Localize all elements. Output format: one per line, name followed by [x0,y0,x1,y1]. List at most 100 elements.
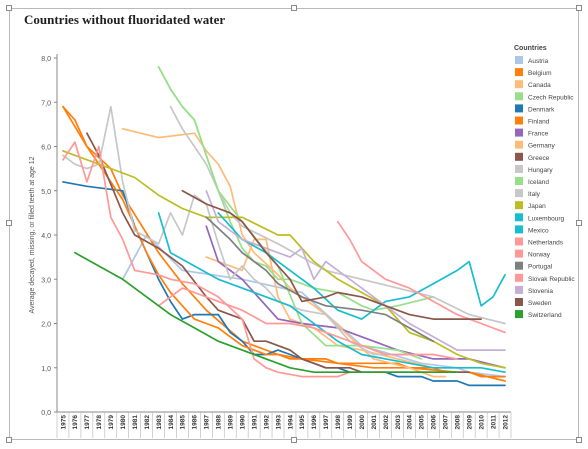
x-tick-label: 2006 [431,415,438,430]
y-tick-label: 0,0 [41,410,51,417]
x-tick-label: 1990 [239,415,246,430]
x-tick-label: 2008 [455,415,462,430]
series-line-portugal [205,216,435,343]
y-tick-label: 4,0 [41,233,51,240]
x-tick-label: 1994 [287,415,294,430]
x-tick-label: 1981 [132,415,139,430]
y-tick-label: 8,0 [41,56,51,63]
series-line-norway [157,287,459,360]
resize-handle-top-right[interactable] [576,5,582,11]
y-axis-label: Average decayed, missing, or filled teet… [29,156,36,313]
legend-label: Netherlands [528,240,564,247]
resize-handle-bottom-left[interactable] [6,437,12,443]
legend-label: Norway [528,252,551,259]
x-tick-label: 1996 [311,415,318,430]
legend-label: Portugal [528,264,553,271]
legend-label: Denmark [528,106,555,113]
resize-handle-bottom-right[interactable] [576,437,582,443]
resize-handle-middle-right[interactable] [576,220,582,226]
legend-swatch [515,213,523,222]
legend-swatch [515,80,523,89]
x-tick-label: 1982 [144,415,151,430]
legend-label: Iceland [528,179,549,186]
legend-swatch [515,201,523,210]
resize-handle-top-left[interactable] [6,5,12,11]
legend-swatch [515,237,523,246]
x-tick-label: 1975 [60,415,67,430]
legend-swatch [515,116,523,125]
legend-swatch [515,285,523,294]
legend-swatch [515,164,523,173]
series-line-finland [62,105,506,378]
series-line-switzerland [74,251,459,374]
legend-label: Belgium [528,70,551,77]
legend-swatch [515,152,523,161]
legend-swatch [515,189,523,198]
x-tick-label: 1993 [275,415,282,430]
x-tick-label: 1997 [323,415,330,430]
x-tick-label: 1999 [347,415,354,430]
series-line-netherlands [62,141,351,378]
legend-label: Slovenia [528,288,553,295]
legend-label: Hungary [528,167,553,174]
legend-swatch [515,56,523,64]
legend-label: Switzerland [528,312,562,319]
resize-handle-top-center[interactable] [291,5,297,11]
chart-axes: 0,0 1,0 2,0 3,0 4,0 5,0 6,0 7,0 8,0 Average decay… [29,54,512,438]
x-tick-label: 2000 [359,415,366,430]
x-tick-label: 1980 [120,415,127,430]
y-tick-label: 7,0 [41,100,51,107]
x-tick-label: 2011 [490,415,497,429]
legend-label: Canada [528,82,551,89]
x-tick-label: 1986 [192,415,199,430]
y-tick-label: 3,0 [41,277,51,284]
x-tick-label: 2004 [407,415,414,430]
legend-swatch [515,249,523,258]
x-tick-label: 1978 [96,415,103,430]
legend-label: Austria [528,58,549,65]
y-tick-label: 2,0 [41,322,51,329]
x-tick-label: 1992 [263,415,270,430]
legend-swatch [515,140,523,149]
legend-swatch [515,298,523,306]
resize-handle-middle-left[interactable] [6,220,12,226]
x-tick-label: 2012 [502,415,509,430]
legend-swatch [515,104,523,113]
legend-label: Finland [528,119,550,126]
x-tick-label: 1998 [335,415,342,430]
x-tick-label: 2007 [443,415,450,430]
legend-label: Germany [528,143,555,150]
y-tick-label: 5,0 [41,189,51,196]
x-tick-label: 1983 [156,415,163,430]
legend-label: France [528,131,549,138]
series-line-slovak-republic [336,220,506,334]
legend-label: Japan [528,203,546,210]
legend-label: Slovak Republic [528,276,575,283]
legend-swatch [515,92,523,101]
x-tick-label: 1987 [204,415,211,430]
legend-swatch [515,261,523,270]
x-tick-label: 1977 [84,415,91,430]
legend-swatch [515,68,523,77]
x-tick-label: 1989 [228,415,235,430]
x-tick-label: 1995 [299,415,306,430]
legend-swatch [515,225,523,234]
series-line-mexico [217,212,506,320]
y-tick-label: 6,0 [41,145,51,152]
x-tick-label: 1976 [72,415,79,430]
legend-label: Luxembourg [528,215,565,222]
chart-frame[interactable] [6,5,582,443]
x-tick-label: 1988 [216,415,223,430]
legend-label: Czech Republic [528,94,574,101]
legend-label: Italy [528,191,541,198]
legend-swatch [515,128,523,137]
series-line-japan [62,150,506,369]
x-tick-label: 1979 [108,415,115,430]
resize-handle-bottom-center[interactable] [291,437,297,443]
x-tick-label: 1984 [168,415,175,430]
x-tick-label: 2005 [419,415,426,430]
x-tick-label: 1991 [251,415,258,430]
chart-legend: Countries Austria Belgium Canada Czech Repub… [514,45,575,319]
chart-series-lines [62,66,506,387]
